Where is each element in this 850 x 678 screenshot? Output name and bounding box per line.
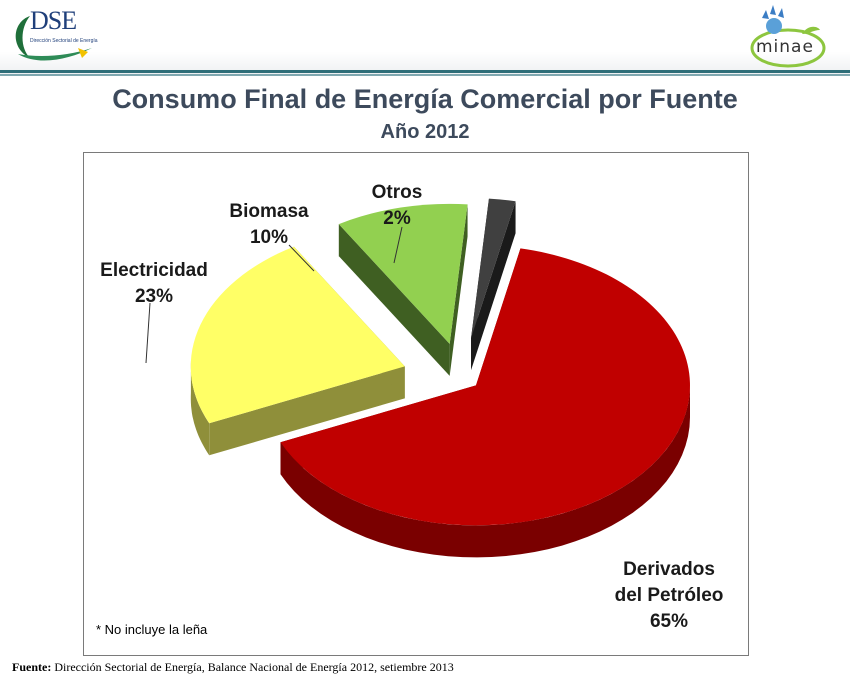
data-label-otros: 2% [383,208,411,229]
pie-slice-edge-electricidad-0 [209,366,405,456]
slice-label-biomasa: Biomasa [229,201,309,222]
chart-subtitle: Año 2012 [380,121,470,143]
minae-logo-text: minae [756,37,814,57]
source-label: Fuente: [12,660,52,674]
pie-slice-side-electricidad [190,360,210,456]
minae-logo [750,5,826,68]
pie-slice-edge-biomasa-1 [449,204,468,376]
dse-logo [15,16,92,61]
pie-slice-biomasa [338,203,468,344]
header-bar [0,0,850,74]
data-label-biomasa: 10% [250,227,288,248]
pie-slice-derivados-del-petroleo [280,248,690,526]
leader-line-otros [393,226,403,264]
slice-label-derivados-del-petroleo-1: del Petróleo [615,585,724,606]
header-rule-secondary [0,74,850,76]
data-label-electricidad: 23% [135,286,173,307]
chart-title: Consumo Final de Energía Comercial por F… [112,84,738,114]
chart-area: Derivados del Petróleo 65% Electricidad 23% B… [83,152,749,656]
pie-slice-otros [471,198,516,339]
pie-slice-electricidad [190,246,405,424]
pie-slice-side-derivados-del-petroleo [280,385,690,558]
source-note: Fuente: Dirección Sectorial de Energía, … [12,660,454,675]
footnote: * No incluye la leña [96,622,208,637]
dse-logo-subtitle: Dirección Sectorial de Energía [30,38,98,44]
pie-slice-edge-otros-1 [471,201,516,371]
slice-label-electricidad: Electricidad [100,260,208,281]
leader-line-biomasa [288,244,315,272]
slice-label-derivados-del-petroleo-0: Derivados [623,559,715,580]
pie-chart: Derivados del Petróleo 65% Electricidad 23% B… [100,182,724,632]
slice-label-otros: Otros [372,182,423,203]
dse-logo-text: DSE [30,6,77,35]
source-text: Dirección Sectorial de Energía, Balance … [51,660,454,674]
data-label-derivados-del-petroleo: 65% [650,611,688,632]
leader-line-electricidad [145,302,151,364]
pie-slice-edge-biomasa-0 [338,224,450,376]
header-rule [0,70,850,73]
